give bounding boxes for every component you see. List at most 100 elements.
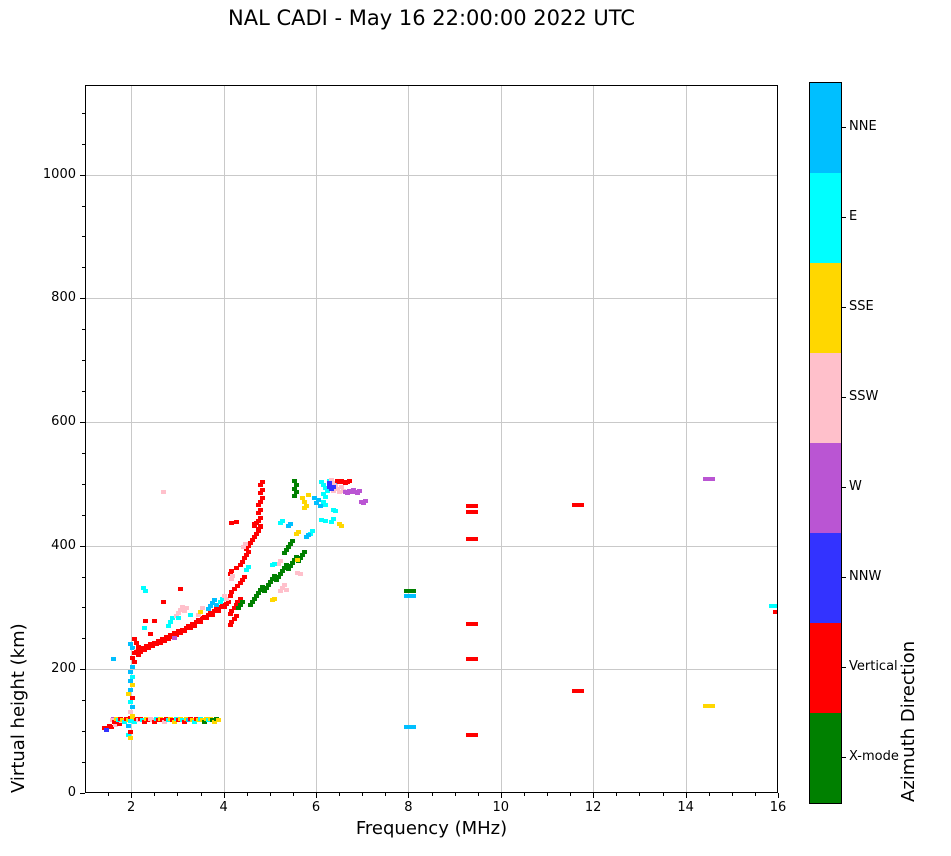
data-point — [104, 728, 110, 733]
colorbar-segment-nnw — [810, 533, 841, 623]
data-point — [228, 520, 234, 525]
axis-minor-tick — [82, 360, 85, 362]
data-point — [127, 709, 133, 714]
axis-minor-tick — [246, 793, 248, 796]
grid-line — [86, 421, 777, 423]
data-point — [241, 556, 247, 561]
data-point — [202, 719, 208, 724]
tick-label: 8 — [404, 800, 413, 815]
axis-minor-tick — [82, 329, 85, 331]
data-point — [220, 596, 226, 601]
data-point — [239, 578, 245, 583]
data-point — [299, 496, 305, 501]
data-point — [237, 603, 243, 608]
data-point-dash — [404, 588, 417, 593]
data-point — [175, 615, 181, 620]
data-point — [249, 600, 255, 605]
axis-minor-tick — [570, 793, 572, 796]
data-point — [330, 516, 336, 521]
data-point — [257, 483, 263, 488]
data-point — [126, 692, 131, 697]
axis-minor-tick — [731, 793, 733, 796]
data-point — [235, 584, 241, 589]
data-point — [129, 683, 135, 688]
data-point — [239, 600, 245, 605]
data-point — [293, 490, 299, 495]
colorbar-segment-vertical — [810, 623, 841, 713]
grid-line — [408, 86, 410, 792]
axis-tick — [593, 793, 595, 798]
data-point-dash — [466, 537, 479, 542]
colorbar-label: Vertical — [849, 659, 898, 674]
data-point — [127, 719, 133, 724]
axis-tick — [80, 669, 85, 671]
data-point — [230, 574, 236, 579]
colorbar-tick — [841, 397, 846, 398]
data-point — [314, 501, 320, 506]
data-point — [281, 565, 287, 570]
data-point — [235, 606, 241, 611]
data-point — [287, 522, 293, 527]
data-point — [174, 633, 180, 638]
axis-minor-tick — [82, 236, 85, 238]
data-point — [305, 492, 311, 497]
axis-tick — [131, 793, 133, 798]
data-point — [198, 620, 204, 625]
data-point — [181, 608, 187, 613]
colorbar-tick — [841, 217, 846, 218]
data-point — [129, 696, 135, 701]
data-point — [127, 736, 133, 741]
grid-line — [316, 86, 317, 792]
data-point — [271, 573, 277, 578]
data-point — [211, 597, 217, 602]
data-point — [255, 503, 261, 508]
plot-title: NAL CADI - May 16 22:00:00 2022 UTC — [228, 6, 635, 30]
data-point — [184, 605, 190, 610]
axis-tick — [778, 793, 779, 798]
axis-minor-tick — [385, 793, 387, 796]
data-point — [284, 548, 289, 553]
data-point — [285, 545, 291, 550]
grid-line — [86, 174, 777, 176]
axis-minor-tick — [82, 143, 85, 145]
data-point — [255, 519, 261, 524]
data-point — [297, 555, 303, 560]
grid-line — [500, 86, 502, 792]
data-point — [227, 623, 233, 628]
axis-minor-tick — [82, 483, 85, 485]
tick-label: 800 — [51, 290, 76, 306]
axis-minor-tick — [269, 793, 271, 796]
data-point — [293, 532, 299, 537]
data-point — [132, 660, 137, 665]
data-point — [294, 557, 300, 562]
data-point — [153, 642, 159, 647]
data-point — [257, 507, 263, 512]
data-point — [198, 609, 204, 614]
data-point — [332, 508, 338, 513]
axis-minor-tick — [754, 793, 756, 796]
tick-label: 2 — [127, 800, 136, 815]
data-point — [231, 617, 237, 621]
colorbar-label: W — [849, 479, 862, 494]
data-point — [210, 612, 216, 617]
data-point — [251, 521, 257, 526]
axis-minor-tick — [431, 793, 433, 796]
tick-label: 200 — [51, 661, 76, 677]
data-point — [257, 587, 263, 592]
axis-minor-tick — [523, 793, 525, 796]
data-point — [290, 539, 295, 544]
data-point — [178, 607, 184, 612]
data-point — [214, 603, 220, 608]
colorbar-segment-ssw — [810, 353, 841, 443]
data-point — [265, 583, 271, 587]
data-point — [127, 688, 133, 693]
data-point — [133, 641, 139, 646]
data-point — [247, 540, 253, 545]
data-point — [346, 478, 352, 483]
axis-minor-tick — [82, 267, 85, 269]
data-point — [290, 560, 295, 565]
grid-line — [86, 545, 777, 547]
colorbar-tick — [841, 667, 846, 668]
data-point — [251, 597, 257, 602]
data-point — [233, 602, 239, 607]
